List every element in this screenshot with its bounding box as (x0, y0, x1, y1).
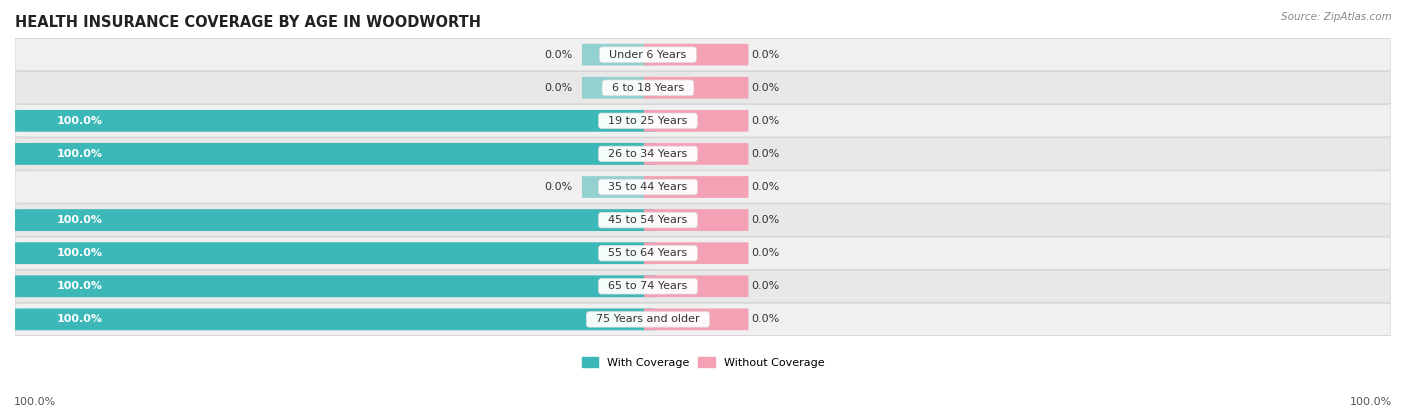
FancyBboxPatch shape (15, 39, 1391, 71)
Text: 0.0%: 0.0% (751, 281, 779, 291)
Text: 0.0%: 0.0% (751, 248, 779, 258)
FancyBboxPatch shape (644, 242, 748, 264)
FancyBboxPatch shape (15, 308, 655, 330)
FancyBboxPatch shape (644, 110, 748, 132)
FancyBboxPatch shape (15, 105, 1391, 137)
FancyBboxPatch shape (15, 171, 1391, 203)
FancyBboxPatch shape (15, 270, 1391, 303)
Legend: With Coverage, Without Coverage: With Coverage, Without Coverage (576, 352, 830, 372)
FancyBboxPatch shape (644, 276, 748, 297)
FancyBboxPatch shape (15, 209, 655, 231)
FancyBboxPatch shape (15, 143, 655, 165)
FancyBboxPatch shape (15, 242, 655, 264)
Text: 100.0%: 100.0% (56, 248, 103, 258)
FancyBboxPatch shape (582, 176, 652, 198)
Text: 0.0%: 0.0% (751, 215, 779, 225)
Text: 0.0%: 0.0% (751, 50, 779, 60)
Text: 0.0%: 0.0% (751, 116, 779, 126)
FancyBboxPatch shape (15, 138, 1391, 170)
Text: 0.0%: 0.0% (544, 182, 572, 192)
Text: 100.0%: 100.0% (1350, 397, 1392, 407)
Text: 0.0%: 0.0% (751, 83, 779, 93)
FancyBboxPatch shape (582, 77, 652, 99)
Text: 0.0%: 0.0% (544, 83, 572, 93)
FancyBboxPatch shape (15, 204, 1391, 236)
Text: 35 to 44 Years: 35 to 44 Years (602, 182, 695, 192)
FancyBboxPatch shape (644, 143, 748, 165)
Text: 100.0%: 100.0% (56, 315, 103, 325)
FancyBboxPatch shape (15, 303, 1391, 336)
Text: 100.0%: 100.0% (56, 116, 103, 126)
Text: 0.0%: 0.0% (751, 149, 779, 159)
Text: 19 to 25 Years: 19 to 25 Years (602, 116, 695, 126)
FancyBboxPatch shape (15, 110, 655, 132)
Text: 65 to 74 Years: 65 to 74 Years (602, 281, 695, 291)
Text: Source: ZipAtlas.com: Source: ZipAtlas.com (1281, 12, 1392, 22)
Text: 75 Years and older: 75 Years and older (589, 315, 707, 325)
FancyBboxPatch shape (15, 71, 1391, 104)
FancyBboxPatch shape (644, 176, 748, 198)
FancyBboxPatch shape (582, 44, 652, 66)
Text: 0.0%: 0.0% (544, 50, 572, 60)
Text: 100.0%: 100.0% (56, 149, 103, 159)
FancyBboxPatch shape (644, 308, 748, 330)
Text: 55 to 64 Years: 55 to 64 Years (602, 248, 695, 258)
Text: 100.0%: 100.0% (56, 281, 103, 291)
Text: Under 6 Years: Under 6 Years (602, 50, 693, 60)
Text: 6 to 18 Years: 6 to 18 Years (605, 83, 690, 93)
Text: 100.0%: 100.0% (56, 215, 103, 225)
Text: 100.0%: 100.0% (14, 397, 56, 407)
Text: 26 to 34 Years: 26 to 34 Years (602, 149, 695, 159)
FancyBboxPatch shape (644, 209, 748, 231)
FancyBboxPatch shape (15, 237, 1391, 269)
Text: HEALTH INSURANCE COVERAGE BY AGE IN WOODWORTH: HEALTH INSURANCE COVERAGE BY AGE IN WOOD… (15, 15, 481, 30)
Text: 45 to 54 Years: 45 to 54 Years (602, 215, 695, 225)
Text: 0.0%: 0.0% (751, 315, 779, 325)
FancyBboxPatch shape (15, 276, 655, 297)
Text: 0.0%: 0.0% (751, 182, 779, 192)
FancyBboxPatch shape (644, 44, 748, 66)
FancyBboxPatch shape (644, 77, 748, 99)
